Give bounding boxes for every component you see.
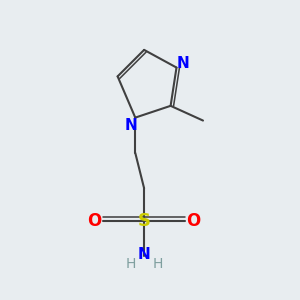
Text: N: N: [138, 247, 151, 262]
Text: N: N: [124, 118, 137, 134]
Text: H: H: [152, 257, 163, 271]
Text: O: O: [88, 212, 102, 230]
Text: O: O: [187, 212, 201, 230]
Text: N: N: [177, 56, 189, 70]
Text: S: S: [138, 212, 151, 230]
Text: H: H: [126, 257, 136, 271]
